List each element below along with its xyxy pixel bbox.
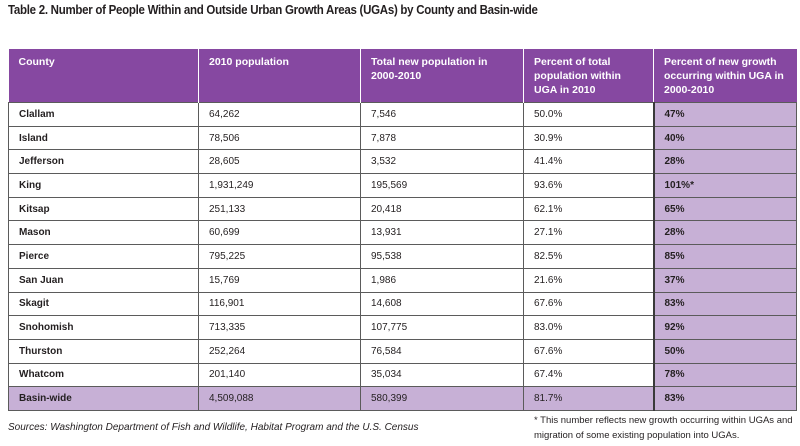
basin-wide-total-row: Basin-wide 4,509,088 580,399 81.7% 83% bbox=[8, 386, 797, 411]
cell-new-population: 195,569 bbox=[360, 173, 524, 198]
cell-new-population: 107,775 bbox=[360, 315, 524, 340]
cell-percent-new-growth: 78% bbox=[652, 362, 797, 388]
cell-percent-new-growth: 83% bbox=[652, 386, 797, 411]
cell-new-population: 14,608 bbox=[360, 291, 524, 317]
cell-2010-population: 60,699 bbox=[198, 220, 361, 246]
cell-percent-new-growth: 37% bbox=[652, 267, 797, 293]
cell-county: Mason bbox=[8, 220, 199, 246]
cell-percent-total: 50.0% bbox=[523, 102, 654, 127]
cell-new-population: 7,878 bbox=[360, 125, 524, 151]
table-row: Jefferson 28,605 3,532 41.4% 28% bbox=[8, 149, 797, 175]
cell-county: Skagit bbox=[8, 291, 199, 317]
cell-new-population: 580,399 bbox=[360, 386, 524, 411]
sources-note: Sources: Washington Department of Fish a… bbox=[8, 422, 419, 433]
cell-new-population: 76,584 bbox=[360, 338, 524, 364]
table-row: Clallam 64,262 7,546 50.0% 47% bbox=[8, 102, 797, 127]
cell-percent-total: 81.7% bbox=[523, 386, 654, 411]
cell-2010-population: 252,264 bbox=[198, 338, 361, 364]
table-row: Thurston 252,264 76,584 67.6% 50% bbox=[8, 338, 797, 364]
cell-percent-total: 41.4% bbox=[523, 149, 654, 175]
header-2010-population: 2010 population bbox=[198, 49, 361, 103]
table-row: Island 78,506 7,878 30.9% 40% bbox=[8, 125, 797, 151]
cell-new-population: 20,418 bbox=[360, 196, 524, 222]
cell-percent-new-growth: 83% bbox=[652, 291, 797, 317]
cell-county: Island bbox=[8, 125, 199, 151]
cell-county: Snohomish bbox=[8, 315, 199, 340]
cell-percent-total: 83.0% bbox=[523, 315, 654, 340]
cell-percent-total: 67.6% bbox=[523, 291, 654, 317]
cell-2010-population: 4,509,088 bbox=[198, 386, 361, 411]
cell-percent-total: 30.9% bbox=[523, 125, 654, 151]
cell-percent-total: 67.6% bbox=[523, 338, 654, 364]
cell-2010-population: 1,931,249 bbox=[198, 173, 361, 198]
cell-new-population: 7,546 bbox=[360, 102, 524, 127]
cell-percent-total: 27.1% bbox=[523, 220, 654, 246]
cell-percent-new-growth: 40% bbox=[652, 125, 797, 151]
cell-percent-total: 62.1% bbox=[523, 196, 654, 222]
cell-percent-total: 82.5% bbox=[523, 244, 654, 269]
cell-county: Pierce bbox=[8, 244, 199, 269]
header-total-new-population: Total new population in 2000-2010 bbox=[360, 49, 524, 103]
cell-new-population: 3,532 bbox=[360, 149, 524, 175]
table-row: Pierce 795,225 95,538 82.5% 85% bbox=[8, 244, 797, 269]
cell-2010-population: 251,133 bbox=[198, 196, 361, 222]
cell-percent-new-growth: 65% bbox=[652, 196, 797, 222]
table-row: King 1,931,249 195,569 93.6% 101%* bbox=[8, 173, 797, 198]
cell-percent-new-growth: 50% bbox=[652, 338, 797, 364]
header-percent-new-growth-within-uga: Percent of new growth occurring within U… bbox=[653, 49, 797, 103]
cell-percent-new-growth: 101%* bbox=[652, 173, 797, 198]
cell-2010-population: 116,901 bbox=[198, 291, 361, 317]
footnote: * This number reflects new growth occurr… bbox=[534, 415, 793, 441]
cell-county: Whatcom bbox=[8, 362, 199, 388]
cell-county: King bbox=[8, 173, 199, 198]
cell-2010-population: 15,769 bbox=[198, 267, 361, 293]
cell-new-population: 35,034 bbox=[360, 362, 524, 388]
header-county: County bbox=[8, 49, 199, 103]
cell-2010-population: 201,140 bbox=[198, 362, 361, 388]
cell-percent-new-growth: 47% bbox=[652, 102, 797, 127]
table-title: Table 2. Number of People Within and Out… bbox=[8, 3, 538, 17]
cell-2010-population: 795,225 bbox=[198, 244, 361, 269]
header-percent-total-within-uga: Percent of total population within UGA i… bbox=[523, 49, 654, 103]
cell-new-population: 95,538 bbox=[360, 244, 524, 269]
cell-percent-total: 93.6% bbox=[523, 173, 654, 198]
table-row: Kitsap 251,133 20,418 62.1% 65% bbox=[8, 196, 797, 222]
table-row: Snohomish 713,335 107,775 83.0% 92% bbox=[8, 315, 797, 340]
cell-percent-new-growth: 28% bbox=[652, 149, 797, 175]
cell-county: Clallam bbox=[8, 102, 199, 127]
table-row: Mason 60,699 13,931 27.1% 28% bbox=[8, 220, 797, 246]
cell-percent-total: 67.4% bbox=[523, 362, 654, 388]
table-row: Skagit 116,901 14,608 67.6% 83% bbox=[8, 291, 797, 317]
cell-percent-new-growth: 85% bbox=[652, 244, 797, 269]
cell-2010-population: 713,335 bbox=[198, 315, 361, 340]
cell-county: San Juan bbox=[8, 267, 199, 293]
population-table: County 2010 population Total new populat… bbox=[8, 49, 797, 411]
cell-county: Kitsap bbox=[8, 196, 199, 222]
cell-percent-total: 21.6% bbox=[523, 267, 654, 293]
cell-county: Jefferson bbox=[8, 149, 199, 175]
cell-2010-population: 78,506 bbox=[198, 125, 361, 151]
cell-percent-new-growth: 28% bbox=[652, 220, 797, 246]
cell-2010-population: 64,262 bbox=[198, 102, 361, 127]
table-row: San Juan 15,769 1,986 21.6% 37% bbox=[8, 267, 797, 293]
table-row: Whatcom 201,140 35,034 67.4% 78% bbox=[8, 362, 797, 388]
cell-2010-population: 28,605 bbox=[198, 149, 361, 175]
cell-new-population: 1,986 bbox=[360, 267, 524, 293]
header-row: County 2010 population Total new populat… bbox=[8, 49, 797, 103]
cell-county: Thurston bbox=[8, 338, 199, 364]
cell-percent-new-growth: 92% bbox=[652, 315, 797, 340]
cell-county: Basin-wide bbox=[8, 386, 199, 411]
cell-new-population: 13,931 bbox=[360, 220, 524, 246]
